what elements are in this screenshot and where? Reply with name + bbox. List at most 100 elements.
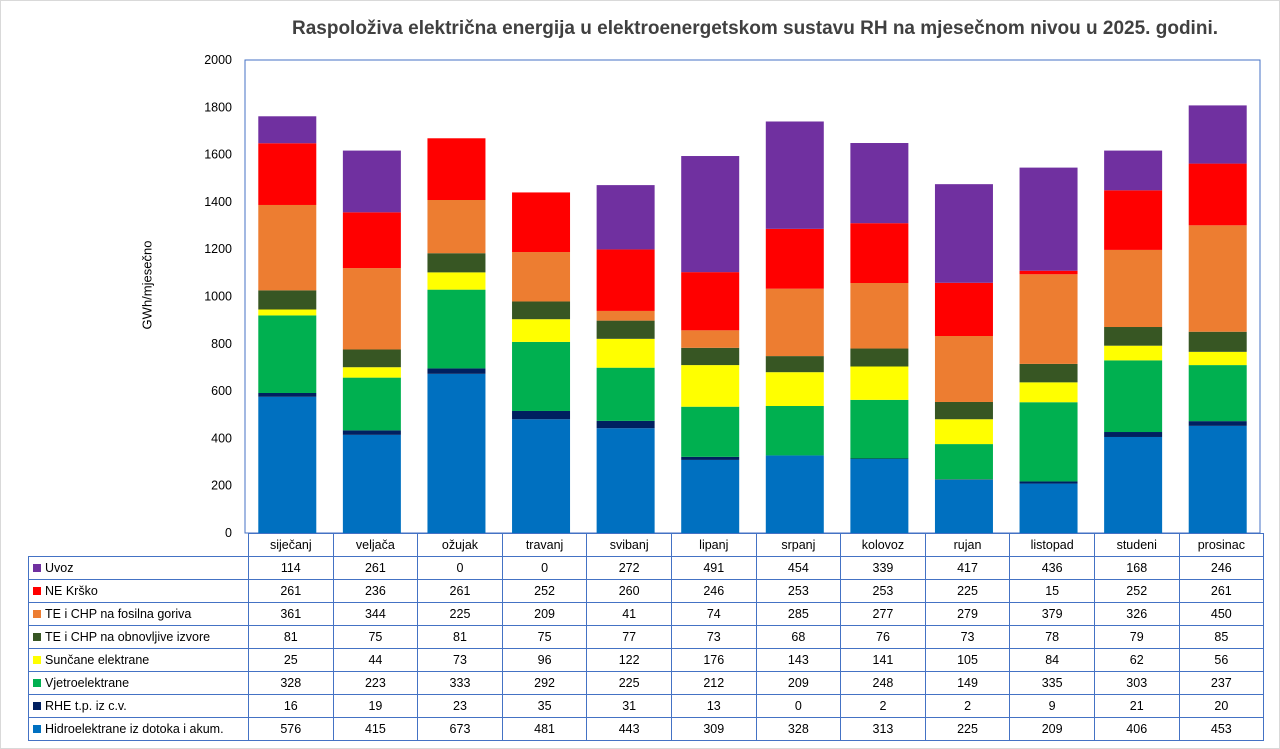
bar-segment-rhe-t-p-iz-c-v- [681,456,740,460]
legend-entry: TE i CHP na fosilna goriva [28,602,249,626]
legend-key-icon [33,702,41,710]
x-tick-label: srpanj [755,533,842,557]
data-label: 85 [1178,625,1265,649]
x-tick-label: travanj [501,533,588,557]
legend-key-icon [33,587,41,595]
bar-segment-rhe-t-p-iz-c-v- [1188,421,1247,426]
legend-entry: Hidroelektrane iz dotoka i akum. [28,717,249,741]
data-label: 361 [248,602,334,626]
bar-segment-te-i-chp-na-obnovljive-izvore [934,401,993,420]
bar-segment-sun-ane-elektrane [850,366,909,400]
bar-segment-vjetroelektrane [1019,402,1078,482]
bar-segment-hidroelektrane-iz-dotoka-i-akum- [1188,425,1247,533]
data-label: 16 [248,694,334,718]
bar-segment-uvoz [934,184,993,283]
bar-segment-rhe-t-p-iz-c-v- [512,410,571,420]
legend-label: Sunčane elektrane [45,653,150,667]
data-label: 277 [840,602,926,626]
bar-segment-rhe-t-p-iz-c-v- [258,392,317,397]
data-label: 77 [586,625,672,649]
data-label: 81 [248,625,334,649]
bar-segment-sun-ane-elektrane [934,419,993,445]
data-label: 261 [248,579,334,603]
data-label: 141 [840,648,926,672]
data-label: 454 [755,556,842,580]
data-label: 176 [670,648,757,672]
legend-key-icon [33,656,41,664]
y-tick-label: 2000 [204,53,232,67]
x-tick-label: kolovoz [840,533,926,557]
bar-segment-vjetroelektrane [681,406,740,457]
data-label: 339 [840,556,926,580]
x-tick-label: ožujak [417,533,503,557]
data-label: 31 [586,694,672,718]
data-label: 333 [417,671,503,695]
bar-segment-hidroelektrane-iz-dotoka-i-akum- [258,396,317,533]
y-tick-label: 600 [211,384,232,398]
bar-segment-vjetroelektrane [765,405,824,456]
bar-segment-ne-kr-ko [1188,163,1247,226]
data-label: 253 [755,579,842,603]
bar-segment-te-i-chp-na-fosilna-goriva [512,252,571,302]
data-label: 168 [1093,556,1180,580]
x-tick-label: studeni [1093,533,1180,557]
bar-segment-te-i-chp-na-fosilna-goriva [765,288,824,357]
data-label: 415 [332,717,419,741]
x-tick-label: veljača [332,533,419,557]
data-label: 379 [1009,602,1095,626]
bar-segment-te-i-chp-na-fosilna-goriva [258,204,317,291]
data-label: 481 [501,717,588,741]
data-label: 443 [586,717,672,741]
bar-segment-sun-ane-elektrane [681,365,740,407]
data-label: 209 [755,671,842,695]
data-label: 81 [417,625,503,649]
bar-segment-uvoz [342,150,401,213]
data-label: 285 [755,602,842,626]
data-label: 252 [1093,579,1180,603]
x-tick-label: prosinac [1178,533,1265,557]
bar-segment-te-i-chp-na-obnovljive-izvore [850,348,909,367]
bar-segment-ne-kr-ko [427,138,486,201]
bar-segment-hidroelektrane-iz-dotoka-i-akum- [1019,483,1078,533]
bar-segment-ne-kr-ko [765,228,824,289]
bar-segment-te-i-chp-na-obnovljive-izvore [342,349,401,368]
legend-label: Hidroelektrane iz dotoka i akum. [45,722,224,736]
data-label: 13 [670,694,757,718]
bar-segment-te-i-chp-na-obnovljive-izvore [765,356,824,373]
bar-segment-hidroelektrane-iz-dotoka-i-akum- [765,455,824,533]
legend-entry: Vjetroelektrane [28,671,249,695]
data-label: 84 [1009,648,1095,672]
bar-segment-ne-kr-ko [1104,190,1163,250]
data-label: 326 [1093,602,1180,626]
x-tick-label: svibanj [586,533,672,557]
data-label: 309 [670,717,757,741]
bar-segment-hidroelektrane-iz-dotoka-i-akum- [342,434,401,533]
bar-segment-te-i-chp-na-fosilna-goriva [427,200,486,254]
bar-segment-te-i-chp-na-obnovljive-izvore [512,301,571,320]
data-label: 576 [248,717,334,741]
data-label: 252 [501,579,588,603]
data-label: 436 [1009,556,1095,580]
data-label: 335 [1009,671,1095,695]
data-label: 225 [924,579,1011,603]
data-label: 0 [755,694,842,718]
bar-segment-hidroelektrane-iz-dotoka-i-akum- [934,479,993,533]
legend-label: Vjetroelektrane [45,676,130,690]
data-label: 223 [332,671,419,695]
data-label: 73 [670,625,757,649]
bar-segment-vjetroelektrane [850,399,909,459]
data-label: 23 [417,694,503,718]
legend-label: Uvoz [45,561,74,575]
data-label: 248 [840,671,926,695]
bar-segment-rhe-t-p-iz-c-v- [1104,432,1163,437]
data-label: 78 [1009,625,1095,649]
data-label: 21 [1093,694,1180,718]
data-label: 313 [840,717,926,741]
data-label: 253 [840,579,926,603]
bar-segment-sun-ane-elektrane [765,372,824,406]
data-label: 344 [332,602,419,626]
legend-entry: TE i CHP na obnovljive izvore [28,625,249,649]
data-label: 225 [586,671,672,695]
y-tick-label: 800 [211,337,232,351]
